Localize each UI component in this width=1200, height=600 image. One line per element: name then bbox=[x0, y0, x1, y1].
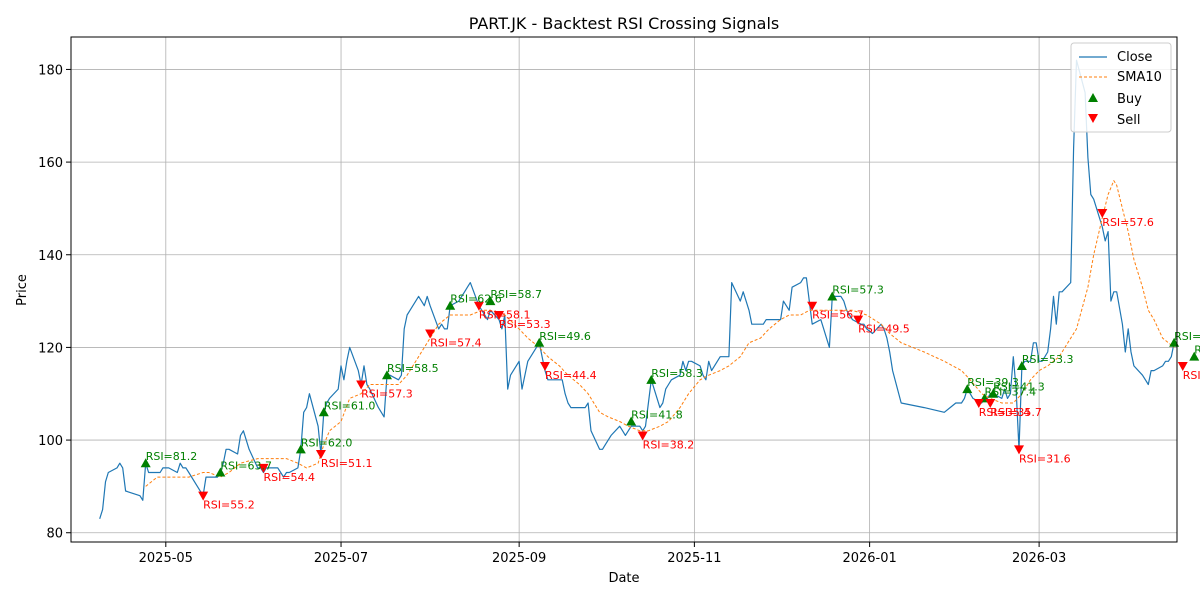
sell-annotation-2: RSI=51.1 bbox=[321, 457, 373, 470]
buy-annotation-6: RSI=58.7 bbox=[490, 288, 542, 301]
buy-annotation-10: RSI=57.3 bbox=[832, 283, 884, 296]
sell-marker-6 bbox=[494, 310, 505, 320]
y-tick-label-2: 120 bbox=[38, 341, 63, 356]
sell-marker-13 bbox=[1014, 445, 1024, 455]
sell-marker-1 bbox=[258, 463, 269, 473]
x-tick-label-4: 2026-01 bbox=[842, 551, 896, 566]
sell-annotation-3: RSI=57.3 bbox=[361, 387, 413, 400]
legend-sma10-label: SMA10 bbox=[1117, 70, 1162, 85]
sell-annotation-13: RSI=31.6 bbox=[1019, 452, 1071, 465]
x-tick-label-5: 2026-03 bbox=[1012, 551, 1066, 566]
sell-annotation-1: RSI=54.4 bbox=[263, 471, 315, 484]
sell-annotation-4: RSI=57.4 bbox=[430, 337, 482, 350]
x-axis-label: Date bbox=[608, 571, 639, 586]
sma10-series-line bbox=[145, 180, 1175, 487]
buy-annotation-16: RSI=43.9 bbox=[1194, 344, 1200, 357]
buy-annotation-0: RSI=81.2 bbox=[146, 450, 198, 463]
sell-marker-14 bbox=[1097, 209, 1108, 219]
sell-marker-0 bbox=[198, 491, 209, 501]
buy-marker-13 bbox=[988, 388, 999, 398]
buy-annotation-11: RSI=39.3 bbox=[967, 376, 1019, 389]
y-axis-label: Price bbox=[15, 274, 30, 306]
y-tick-label-4: 160 bbox=[38, 156, 63, 171]
signal-annotations: RSI=81.2 RSI=63.7 RSI=62.0 RSI=61.0 RSI=58.5… bbox=[146, 216, 1200, 512]
buy-annotation-3: RSI=61.0 bbox=[324, 399, 376, 412]
sell-marker-8 bbox=[637, 431, 648, 441]
sell-annotation-8: RSI=38.2 bbox=[643, 438, 695, 451]
x-tick-label-0: 2025-05 bbox=[139, 551, 193, 566]
buy-annotation-1: RSI=63.7 bbox=[220, 460, 272, 473]
sell-marker-4 bbox=[425, 329, 436, 339]
legend-sell-marker bbox=[1088, 114, 1098, 123]
buy-marker-2 bbox=[295, 444, 306, 454]
legend-close-label: Close bbox=[1117, 50, 1152, 65]
buy-annotation-2: RSI=62.0 bbox=[301, 436, 353, 449]
buy-annotation-8: RSI=41.8 bbox=[631, 409, 683, 422]
buy-annotation-15: RSI=45.3 bbox=[1174, 330, 1200, 343]
y-tick-label-3: 140 bbox=[38, 249, 63, 264]
buy-marker-0 bbox=[140, 458, 151, 468]
y-tick-label-1: 100 bbox=[38, 434, 63, 449]
buy-annotation-14: RSI=53.3 bbox=[1022, 353, 1074, 366]
sell-marker-5 bbox=[473, 301, 484, 311]
sell-annotation-14: RSI=57.6 bbox=[1102, 216, 1154, 229]
sell-marker-9 bbox=[807, 301, 818, 311]
buy-annotation-12: RSI=37.4 bbox=[985, 385, 1037, 398]
buy-annotation-7: RSI=49.6 bbox=[539, 330, 591, 343]
sell-marker-10 bbox=[853, 315, 864, 325]
legend-buy-marker bbox=[1088, 93, 1098, 102]
sell-marker-7 bbox=[540, 361, 550, 371]
sell-marker-15 bbox=[1177, 361, 1188, 371]
y-tick-label-5: 180 bbox=[38, 63, 63, 78]
buy-marker-8 bbox=[626, 416, 637, 426]
sell-marker-11 bbox=[973, 399, 984, 409]
buy-marker-11 bbox=[962, 384, 973, 394]
axis-ticks: 2025-05 2025-07 2025-09 2025-11 2026-01 2026-… bbox=[38, 63, 1066, 566]
x-tick-label-3: 2025-11 bbox=[667, 551, 721, 566]
buy-marker-3 bbox=[318, 407, 329, 417]
buy-annotation-5: RSI=62.6 bbox=[450, 293, 502, 306]
buy-marker-5 bbox=[445, 300, 456, 310]
buy-marker-4 bbox=[382, 370, 392, 380]
sell-annotation-5: RSI=58.1 bbox=[479, 309, 531, 322]
legend-box bbox=[1070, 42, 1172, 133]
x-tick-label-1: 2025-07 bbox=[314, 551, 368, 566]
sell-marker-12 bbox=[985, 399, 996, 409]
plot-frame bbox=[70, 36, 1178, 543]
grid-lines bbox=[71, 37, 1177, 542]
series-layer bbox=[99, 59, 1175, 519]
buy-marker-14 bbox=[1016, 360, 1027, 370]
sell-annotation-0: RSI=55.2 bbox=[203, 499, 255, 512]
legend: Close SMA10 Buy Sell bbox=[1070, 42, 1172, 133]
sell-annotation-6: RSI=53.3 bbox=[499, 318, 551, 331]
buy-marker-16 bbox=[1189, 351, 1200, 361]
sell-annotation-7: RSI=44.4 bbox=[545, 369, 597, 382]
signal-markers bbox=[140, 209, 1200, 501]
buy-marker-7 bbox=[534, 337, 545, 347]
buy-marker-6 bbox=[485, 296, 496, 306]
close-series-line bbox=[99, 59, 1175, 519]
buy-marker-10 bbox=[827, 291, 838, 301]
legend-sell-label: Sell bbox=[1117, 113, 1140, 128]
chart-title: PART.JK - Backtest RSI Crossing Signals bbox=[469, 14, 780, 33]
buy-marker-9 bbox=[646, 374, 657, 384]
y-tick-label-0: 80 bbox=[46, 527, 63, 542]
sell-annotation-12: RSI=35.7 bbox=[990, 406, 1042, 419]
legend-buy-label: Buy bbox=[1117, 92, 1142, 107]
sell-marker-3 bbox=[356, 380, 367, 390]
buy-annotation-9: RSI=58.3 bbox=[651, 367, 703, 380]
x-tick-label-2: 2025-09 bbox=[492, 551, 546, 566]
sell-annotation-15: RSI=41.9 bbox=[1183, 369, 1200, 382]
sell-annotation-10: RSI=49.5 bbox=[858, 323, 910, 336]
sell-marker-2 bbox=[315, 449, 326, 459]
buy-annotation-13: RSI=41.3 bbox=[993, 381, 1045, 394]
sell-annotation-9: RSI=56.7 bbox=[812, 309, 864, 322]
sell-annotation-11: RSI=35.4 bbox=[979, 406, 1031, 419]
buy-annotation-4: RSI=58.5 bbox=[387, 362, 439, 375]
buy-marker-1 bbox=[215, 467, 226, 477]
